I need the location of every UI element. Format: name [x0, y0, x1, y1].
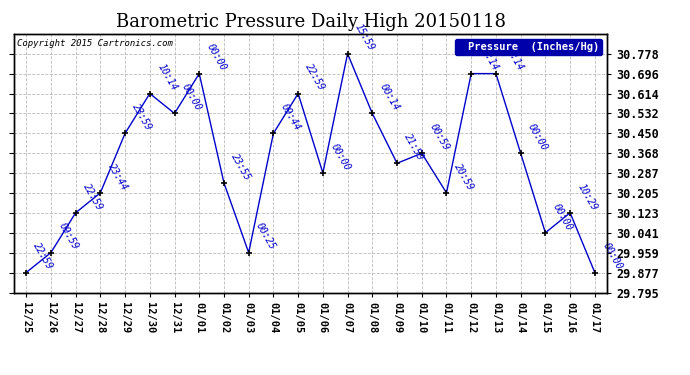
Text: 10:29: 10:29	[575, 182, 599, 212]
Text: Copyright 2015 Cartronics.com: Copyright 2015 Cartronics.com	[17, 39, 172, 48]
Text: 00:25: 00:25	[254, 222, 277, 252]
Text: 15:59: 15:59	[353, 22, 377, 53]
Legend: Pressure  (Inches/Hg): Pressure (Inches/Hg)	[455, 39, 602, 55]
Text: 20:59: 20:59	[452, 162, 475, 192]
Title: Barometric Pressure Daily High 20150118: Barometric Pressure Daily High 20150118	[115, 13, 506, 31]
Text: 23:59: 23:59	[130, 102, 154, 133]
Text: 00:00: 00:00	[205, 42, 228, 73]
Text: 22:59: 22:59	[304, 62, 327, 93]
Text: 00:00: 00:00	[551, 201, 574, 232]
Text: 09:44: 09:44	[279, 102, 302, 133]
Text: 00:00: 00:00	[526, 122, 549, 153]
Text: 00:00: 00:00	[180, 82, 204, 112]
Text: 06:14: 06:14	[502, 42, 525, 73]
Text: 21:59: 21:59	[402, 132, 426, 162]
Text: 00:00: 00:00	[328, 142, 352, 172]
Text: 00:14: 00:14	[378, 82, 401, 112]
Text: 23:55: 23:55	[230, 152, 253, 182]
Text: 09:59: 09:59	[57, 222, 80, 252]
Text: 22:59: 22:59	[32, 242, 55, 272]
Text: 00:59: 00:59	[427, 122, 451, 153]
Text: 22:59: 22:59	[81, 182, 104, 212]
Text: 21:14: 21:14	[477, 42, 500, 73]
Text: 00:00: 00:00	[600, 242, 624, 272]
Text: 10:14: 10:14	[155, 62, 179, 93]
Text: 23:44: 23:44	[106, 162, 129, 192]
